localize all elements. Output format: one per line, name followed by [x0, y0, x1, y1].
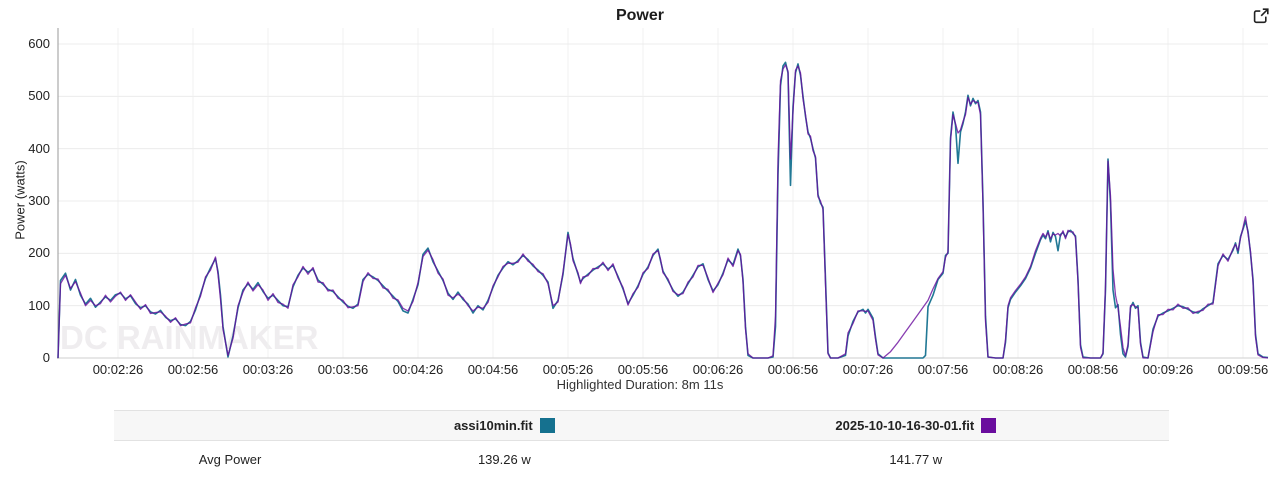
legend-file1-label: assi10min.fit	[453, 418, 533, 433]
y-tick-label: 100	[28, 297, 50, 313]
x-tick-label: 00:05:26	[542, 362, 594, 377]
series-line-1	[57, 64, 1269, 359]
legend-file2-label: 2025-10-10-16-30-01.fit	[835, 418, 975, 433]
y-tick-label: 600	[28, 36, 50, 51]
avg-power-value-file2: 141.77 w	[889, 452, 943, 467]
chart-title: Power	[615, 7, 664, 24]
x-tick-label: 00:04:26	[392, 362, 444, 377]
x-tick-label: 00:08:26	[992, 362, 1044, 377]
x-tick-label: 00:06:26	[692, 362, 744, 377]
power-chart-svg	[57, 28, 1269, 359]
y-tick-label: 300	[28, 193, 50, 208]
legend-file1-color-swatch	[539, 418, 555, 433]
x-tick-label: 00:09:26	[1142, 362, 1194, 377]
watermark: DC RAINMAKER	[60, 319, 319, 356]
x-tick-label: 00:04:56	[467, 362, 519, 377]
avg-power-row-label: Avg Power	[198, 452, 262, 467]
highlighted-duration-text: Highlighted Duration: 8m 11s	[556, 377, 724, 392]
y-tick-label: 500	[28, 88, 50, 104]
x-tick-label: 00:08:56	[1067, 362, 1119, 377]
x-tick-label: 00:09:56	[1217, 362, 1269, 377]
legend-header-row: assi10min.fit 2025-10-10-16-30-01.fit	[114, 410, 1169, 441]
y-tick-label: 200	[28, 245, 50, 261]
open-external-icon	[1253, 8, 1269, 24]
legend-file2-color-swatch	[981, 418, 997, 433]
y-tick-label: 0	[42, 350, 50, 365]
x-tick-label: 00:02:26	[92, 362, 144, 377]
x-tick-label: 00:03:26	[242, 362, 294, 377]
series-line-0	[57, 61, 1269, 359]
avg-power-value-file1: 139.26 w	[477, 452, 531, 467]
chart-area[interactable]: DC RAINMAKER Power (watts) 0 100 200 300 400…	[0, 0, 1280, 400]
x-tick-label: 00:03:56	[317, 362, 369, 377]
legend-item-file1[interactable]: assi10min.fit	[346, 418, 663, 433]
y-tick-label: 400	[28, 140, 50, 156]
open-external-button[interactable]	[1252, 8, 1270, 26]
x-tick-label: 00:02:56	[167, 362, 219, 377]
legend-item-file2[interactable]: 2025-10-10-16-30-01.fit	[663, 418, 1169, 433]
legend-stats-table: assi10min.fit 2025-10-10-16-30-01.fit Av…	[114, 410, 1169, 467]
avg-power-row: Avg Power 139.26 w 141.77 w	[114, 441, 1169, 467]
x-tick-label: 00:05:56	[617, 362, 669, 377]
x-tick-label: 00:07:26	[842, 362, 894, 377]
x-tick-label: 00:07:56	[917, 362, 969, 377]
x-tick-label: 00:06:56	[767, 362, 819, 377]
